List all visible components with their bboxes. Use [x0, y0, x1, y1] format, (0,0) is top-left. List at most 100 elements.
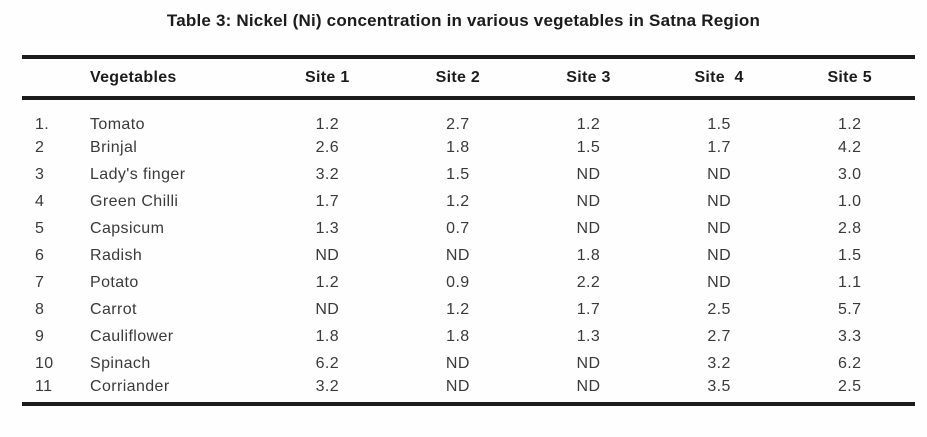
value-cell: 1.5	[837, 246, 862, 264]
table-row: 11 Corriander 3.2 ND ND 3.5 2.5	[22, 377, 915, 404]
table-row: 7 Potato 1.2 0.9 2.2 ND 1.1	[22, 269, 915, 296]
value-cell: 1.2	[315, 116, 340, 133]
vegetable-cell: Brinjal	[90, 138, 138, 156]
row-number-cell: 6	[35, 246, 45, 264]
column-header: Site 3	[566, 68, 611, 86]
value-cell: 2.5	[707, 300, 731, 318]
row-number-cell: 2	[35, 138, 45, 156]
value-cell: ND	[576, 219, 601, 237]
value-cell: ND	[707, 219, 732, 237]
value-cell: ND	[445, 246, 470, 264]
value-cell: 1.7	[576, 300, 601, 318]
value-cell: 1.8	[315, 327, 340, 345]
value-cell: 1.8	[576, 246, 601, 264]
value-cell: 2.7	[707, 327, 731, 345]
value-cell: ND	[707, 165, 732, 183]
column-header: Site 1	[305, 68, 350, 86]
value-cell: 3.2	[315, 165, 340, 183]
value-cell: 2.5	[837, 377, 862, 395]
value-cell: 2.6	[315, 138, 340, 156]
value-cell: ND	[576, 192, 601, 210]
value-cell: 1.5	[707, 116, 731, 133]
table-row: 4 Green Chilli 1.7 1.2 ND ND 1.0	[22, 188, 915, 215]
value-cell: 0.7	[446, 219, 470, 237]
row-number-cell: 8	[35, 300, 45, 318]
value-cell: 3.5	[707, 377, 731, 395]
column-header: Site 5	[827, 68, 872, 86]
value-cell: ND	[576, 377, 601, 395]
value-cell: 1.3	[576, 327, 601, 345]
value-cell: 1.1	[837, 273, 862, 291]
value-cell: 1.2	[576, 116, 601, 133]
column-header	[22, 57, 90, 98]
vegetable-cell: Cauliflower	[90, 327, 174, 345]
value-cell: 1.7	[707, 138, 731, 156]
row-number-cell: 5	[35, 219, 45, 237]
value-cell: 1.5	[576, 138, 601, 156]
table-row: 2 Brinjal 2.6 1.8 1.5 1.7 4.2	[22, 134, 915, 161]
value-cell: 3.3	[837, 327, 862, 345]
value-cell: ND	[576, 354, 601, 372]
column-header: Vegetables	[90, 68, 177, 86]
table-row: 1. Tomato 1.2 2.7 1.2 1.5 1.2	[22, 98, 915, 134]
table-body: 1. Tomato 1.2 2.7 1.2 1.5 1.2 2 Brinjal 2.6 1.8 1.5…	[22, 98, 915, 404]
value-cell: 3.2	[315, 377, 340, 395]
row-number-cell: 4	[35, 192, 45, 210]
value-cell: 1.2	[446, 192, 470, 210]
header-row: Vegetables Site 1 Site 2 Site 3 Site 4 Site 5	[22, 57, 915, 98]
value-cell: 1.0	[837, 192, 862, 210]
value-cell: 1.8	[446, 138, 470, 156]
vegetable-cell: Tomato	[90, 116, 145, 133]
value-cell: 1.2	[837, 116, 862, 133]
value-cell: ND	[707, 273, 732, 291]
vegetable-cell: Carrot	[90, 300, 137, 318]
row-number-cell: 10	[35, 354, 54, 372]
paper-table-page: Table 3: Nickel (Ni) concentration in va…	[22, 11, 915, 406]
table-title: Table 3: Nickel (Ni) concentration in va…	[166, 11, 761, 30]
value-cell: 4.2	[837, 138, 862, 156]
table-row: 9 Cauliflower 1.8 1.8 1.3 2.7 3.3	[22, 323, 915, 350]
value-cell: ND	[707, 246, 732, 264]
row-number-cell: 3	[35, 165, 45, 183]
vegetable-cell: Corriander	[90, 377, 170, 395]
value-cell: 0.9	[446, 273, 470, 291]
table-row: 10 Spinach 6.2 ND ND 3.2 6.2	[22, 350, 915, 377]
table-row: 8 Carrot ND 1.2 1.7 2.5 5.7	[22, 296, 915, 323]
value-cell: ND	[576, 165, 601, 183]
vegetable-cell: Potato	[90, 273, 139, 291]
value-cell: 3.2	[707, 354, 731, 372]
vegetable-cell: Spinach	[90, 354, 151, 372]
value-cell: 2.7	[446, 116, 470, 133]
row-number-cell: 1.	[35, 116, 50, 133]
table-row: 6 Radish ND ND 1.8 ND 1.5	[22, 242, 915, 269]
value-cell: ND	[315, 300, 340, 318]
value-cell: 1.3	[315, 219, 340, 237]
value-cell: ND	[707, 192, 732, 210]
value-cell: ND	[315, 246, 340, 264]
column-header: Site 2	[435, 68, 481, 86]
value-cell: 2.8	[837, 219, 862, 237]
vegetable-cell: Green Chilli	[90, 192, 179, 210]
value-cell: 5.7	[837, 300, 862, 318]
column-header: Site 4	[694, 68, 744, 86]
value-cell: 3.0	[837, 165, 862, 183]
value-cell: 1.5	[446, 165, 470, 183]
value-cell: ND	[445, 354, 470, 372]
value-cell: 1.2	[315, 273, 340, 291]
row-number-cell: 7	[35, 273, 45, 291]
table-row: 3 Lady's finger 3.2 1.5 ND ND 3.0	[22, 161, 915, 188]
value-cell: 2.2	[576, 273, 601, 291]
row-number-cell: 11	[35, 377, 53, 395]
nickel-concentration-table: Vegetables Site 1 Site 2 Site 3 Site 4 Site 5…	[22, 55, 915, 406]
row-number-cell: 9	[35, 327, 45, 345]
vegetable-cell: Capsicum	[90, 219, 165, 237]
value-cell: 1.2	[446, 300, 470, 318]
value-cell: 6.2	[837, 354, 862, 372]
value-cell: ND	[445, 377, 470, 395]
vegetable-cell: Radish	[90, 246, 143, 264]
table-row: 5 Capsicum 1.3 0.7 ND ND 2.8	[22, 215, 915, 242]
value-cell: 1.7	[315, 192, 340, 210]
value-cell: 1.8	[446, 327, 470, 345]
vegetable-cell: Lady's finger	[90, 165, 186, 183]
value-cell: 6.2	[315, 354, 340, 372]
